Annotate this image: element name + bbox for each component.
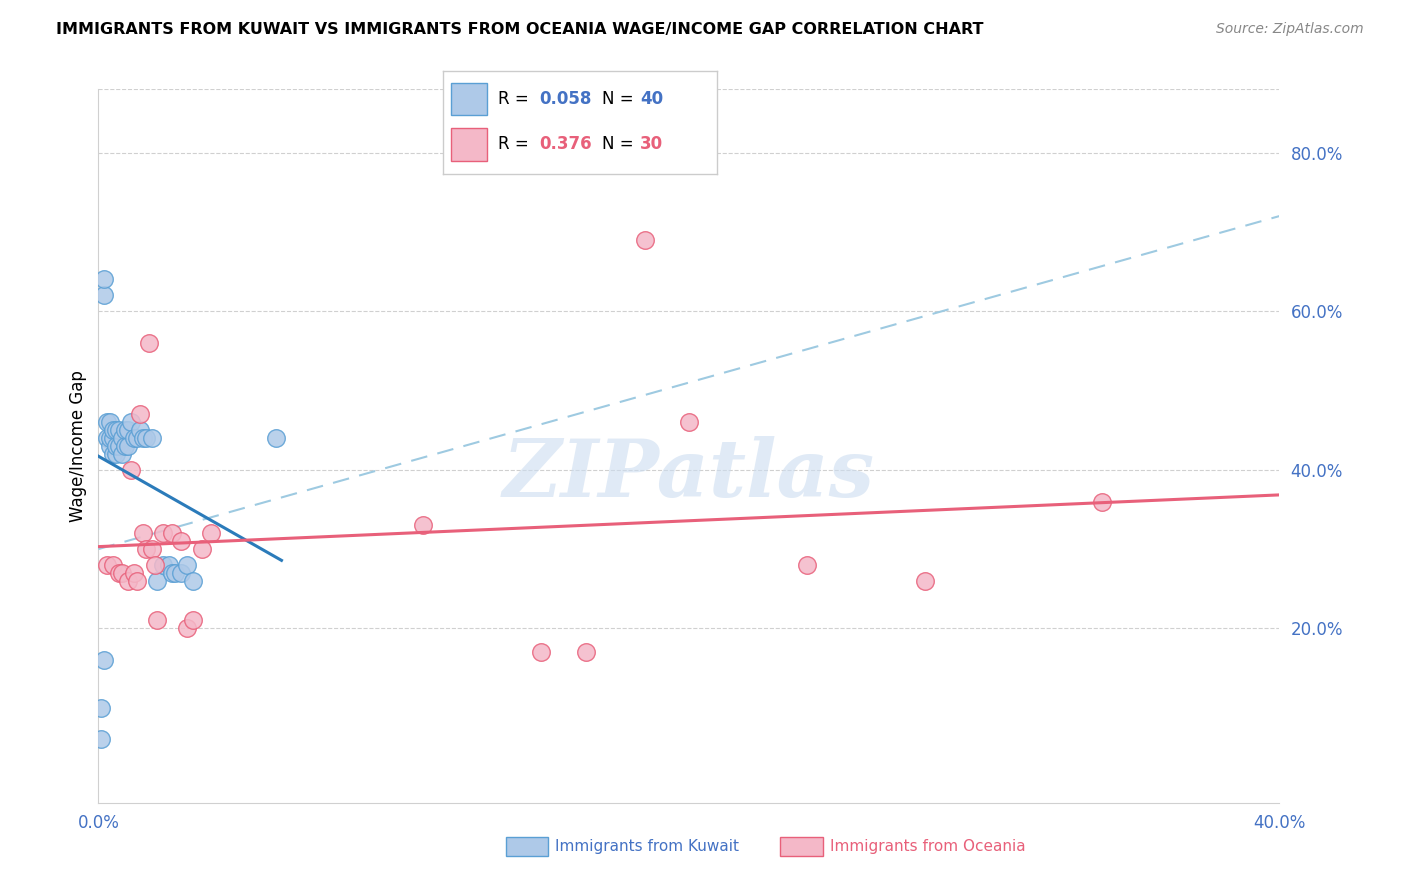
Point bbox=[117, 439, 139, 453]
Point bbox=[111, 431, 134, 445]
Point bbox=[96, 558, 118, 572]
Point bbox=[98, 431, 121, 445]
Point bbox=[125, 431, 148, 445]
Point bbox=[90, 732, 112, 747]
Point bbox=[412, 518, 434, 533]
Point bbox=[152, 558, 174, 572]
Text: 30: 30 bbox=[640, 136, 664, 153]
Text: 40: 40 bbox=[640, 90, 664, 108]
Point bbox=[93, 272, 115, 286]
Point bbox=[141, 431, 163, 445]
Point bbox=[1091, 494, 1114, 508]
Text: N =: N = bbox=[602, 136, 638, 153]
Point bbox=[93, 288, 115, 302]
Point bbox=[117, 574, 139, 588]
Text: Immigrants from Kuwait: Immigrants from Kuwait bbox=[555, 839, 740, 854]
Point bbox=[128, 423, 150, 437]
Point bbox=[181, 574, 204, 588]
Point bbox=[114, 439, 136, 453]
Text: ZIPatlas: ZIPatlas bbox=[503, 436, 875, 513]
Point bbox=[138, 335, 160, 350]
Point bbox=[103, 558, 125, 572]
Point bbox=[191, 542, 214, 557]
Text: Immigrants from Oceania: Immigrants from Oceania bbox=[830, 839, 1025, 854]
Point bbox=[914, 574, 936, 588]
Point bbox=[108, 423, 131, 437]
Point bbox=[146, 614, 169, 628]
Point bbox=[103, 431, 125, 445]
Point bbox=[176, 558, 198, 572]
Point bbox=[120, 463, 142, 477]
Point bbox=[162, 566, 183, 580]
Point bbox=[105, 439, 128, 453]
Point bbox=[125, 574, 148, 588]
Point bbox=[152, 526, 174, 541]
Point bbox=[105, 447, 128, 461]
Point bbox=[146, 574, 169, 588]
Point bbox=[128, 407, 150, 421]
Point bbox=[181, 614, 204, 628]
Point bbox=[120, 415, 142, 429]
Point bbox=[111, 447, 134, 461]
Point bbox=[98, 415, 121, 429]
Point bbox=[170, 534, 193, 549]
Bar bbox=[451, 128, 486, 161]
Point bbox=[574, 645, 596, 659]
Point bbox=[96, 431, 118, 445]
Point bbox=[105, 423, 128, 437]
Text: 0.376: 0.376 bbox=[538, 136, 592, 153]
Point bbox=[103, 423, 125, 437]
Point bbox=[117, 423, 139, 437]
Point bbox=[135, 542, 157, 557]
Point bbox=[111, 566, 134, 580]
Point bbox=[165, 566, 187, 580]
Point bbox=[796, 558, 818, 572]
Point bbox=[122, 431, 145, 445]
Text: 0.058: 0.058 bbox=[538, 90, 592, 108]
Text: R =: R = bbox=[498, 90, 534, 108]
Point bbox=[143, 558, 166, 572]
Point bbox=[96, 415, 118, 429]
Point bbox=[633, 233, 655, 247]
Point bbox=[122, 566, 145, 580]
Point bbox=[200, 526, 222, 541]
Y-axis label: Wage/Income Gap: Wage/Income Gap bbox=[69, 370, 87, 522]
Point bbox=[103, 447, 125, 461]
Point bbox=[530, 645, 553, 659]
Point bbox=[108, 439, 131, 453]
Point bbox=[264, 431, 287, 445]
Point bbox=[132, 431, 155, 445]
Point bbox=[98, 439, 121, 453]
Point bbox=[176, 621, 198, 635]
Text: N =: N = bbox=[602, 90, 638, 108]
Point bbox=[90, 700, 112, 714]
Point bbox=[162, 526, 183, 541]
Point bbox=[141, 542, 163, 557]
Text: R =: R = bbox=[498, 136, 534, 153]
Point bbox=[135, 431, 157, 445]
Point bbox=[108, 566, 131, 580]
Point bbox=[170, 566, 193, 580]
Point bbox=[157, 558, 180, 572]
Point bbox=[93, 653, 115, 667]
Bar bbox=[451, 83, 486, 115]
Point bbox=[678, 415, 700, 429]
Text: IMMIGRANTS FROM KUWAIT VS IMMIGRANTS FROM OCEANIA WAGE/INCOME GAP CORRELATION CH: IMMIGRANTS FROM KUWAIT VS IMMIGRANTS FRO… bbox=[56, 22, 984, 37]
Point bbox=[114, 423, 136, 437]
Point bbox=[132, 526, 155, 541]
Text: Source: ZipAtlas.com: Source: ZipAtlas.com bbox=[1216, 22, 1364, 37]
